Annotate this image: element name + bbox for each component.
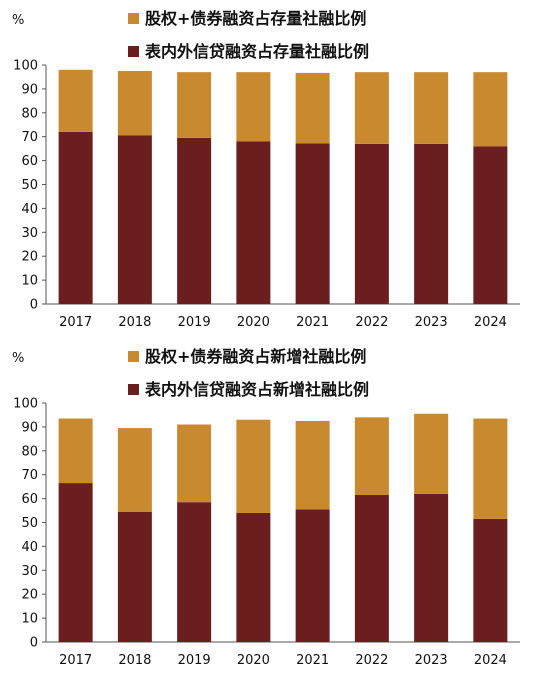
bar-loan-share bbox=[117, 135, 152, 304]
y-tick-label: 60 bbox=[21, 154, 38, 169]
y-tick-label: 40 bbox=[21, 540, 38, 555]
bar-loan-share bbox=[58, 131, 93, 304]
y-tick-label: 100 bbox=[13, 397, 38, 412]
x-tick-label: 2020 bbox=[237, 315, 270, 330]
bar-equity-bond-share bbox=[236, 419, 271, 513]
x-tick-label: 2017 bbox=[59, 315, 92, 330]
legend-label: 表内外信贷融资占存量社融比例 bbox=[144, 42, 369, 61]
unit-label: % bbox=[12, 13, 24, 28]
x-tick-label: 2019 bbox=[178, 653, 211, 668]
y-tick-label: 20 bbox=[21, 250, 38, 265]
bar-loan-share bbox=[58, 483, 93, 642]
x-tick-label: 2024 bbox=[474, 315, 507, 330]
x-tick-label: 2018 bbox=[118, 315, 151, 330]
y-tick-label: 40 bbox=[21, 202, 38, 217]
x-tick-label: 2023 bbox=[415, 653, 448, 668]
y-tick-label: 0 bbox=[30, 298, 38, 313]
y-tick-label: 70 bbox=[21, 130, 38, 145]
y-tick-label: 20 bbox=[21, 588, 38, 603]
x-tick-label: 2022 bbox=[355, 653, 388, 668]
bar-equity-bond-share bbox=[177, 424, 212, 503]
y-tick-label: 90 bbox=[21, 420, 38, 435]
y-tick-label: 30 bbox=[21, 226, 38, 241]
legend-label: 表内外信贷融资占新增社融比例 bbox=[144, 380, 369, 399]
y-tick-label: 10 bbox=[21, 612, 38, 627]
legend-swatch bbox=[128, 351, 139, 362]
y-tick-label: 90 bbox=[21, 82, 38, 97]
bar-loan-share bbox=[473, 146, 508, 304]
bar-loan-share bbox=[354, 495, 389, 642]
x-tick-label: 2023 bbox=[415, 315, 448, 330]
bar-equity-bond-share bbox=[354, 72, 389, 144]
bar-loan-share bbox=[473, 518, 508, 642]
bar-loan-share bbox=[177, 502, 212, 642]
bar-loan-share bbox=[414, 493, 449, 642]
x-tick-label: 2018 bbox=[118, 653, 151, 668]
x-tick-label: 2021 bbox=[296, 653, 329, 668]
bar-equity-bond-share bbox=[117, 70, 152, 136]
bar-loan-share bbox=[414, 143, 449, 304]
bar-equity-bond-share bbox=[414, 413, 449, 494]
y-tick-label: 60 bbox=[21, 492, 38, 507]
bar-equity-bond-share bbox=[236, 72, 271, 142]
y-tick-label: 10 bbox=[21, 274, 38, 289]
unit-label: % bbox=[12, 351, 24, 366]
bar-equity-bond-share bbox=[354, 417, 389, 496]
bar-equity-bond-share bbox=[414, 72, 449, 144]
y-tick-label: 30 bbox=[21, 564, 38, 579]
bar-loan-share bbox=[236, 512, 271, 642]
bar-equity-bond-share bbox=[473, 72, 508, 147]
y-tick-label: 100 bbox=[13, 59, 38, 74]
y-tick-label: 50 bbox=[21, 178, 38, 193]
x-tick-label: 2019 bbox=[178, 315, 211, 330]
x-tick-label: 2022 bbox=[355, 315, 388, 330]
legend-label: 股权+债券融资占新增社融比例 bbox=[145, 347, 366, 366]
x-tick-label: 2021 bbox=[296, 315, 329, 330]
bar-loan-share bbox=[177, 137, 212, 304]
y-tick-label: 70 bbox=[21, 468, 38, 483]
legend-label: 股权+债券融资占存量社融比例 bbox=[145, 9, 366, 28]
bar-equity-bond-share bbox=[58, 418, 93, 484]
y-tick-label: 80 bbox=[21, 106, 38, 121]
bar-loan-share bbox=[236, 141, 271, 304]
bar-equity-bond-share bbox=[58, 69, 93, 132]
legend-swatch bbox=[128, 13, 139, 24]
legend-swatch bbox=[128, 384, 139, 395]
x-tick-label: 2017 bbox=[59, 653, 92, 668]
legend-swatch bbox=[128, 46, 139, 57]
bar-equity-bond-share bbox=[177, 72, 212, 138]
bar-equity-bond-share bbox=[117, 428, 152, 512]
bar-loan-share bbox=[295, 143, 330, 304]
bar-loan-share bbox=[295, 509, 330, 642]
x-tick-label: 2020 bbox=[237, 653, 270, 668]
y-tick-label: 50 bbox=[21, 516, 38, 531]
x-tick-label: 2024 bbox=[474, 653, 507, 668]
y-tick-label: 80 bbox=[21, 444, 38, 459]
y-tick-label: 0 bbox=[30, 636, 38, 651]
bar-equity-bond-share bbox=[295, 420, 330, 510]
bar-equity-bond-share bbox=[473, 418, 508, 519]
bar-loan-share bbox=[117, 511, 152, 642]
bar-loan-share bbox=[354, 143, 389, 304]
bar-equity-bond-share bbox=[295, 72, 330, 144]
